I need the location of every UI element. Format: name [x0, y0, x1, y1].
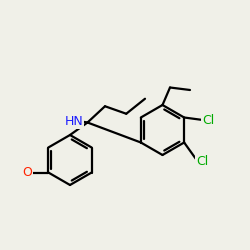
Text: Cl: Cl: [202, 114, 214, 126]
Text: O: O: [22, 166, 32, 179]
Text: Cl: Cl: [196, 155, 208, 168]
Text: HN: HN: [64, 115, 83, 128]
